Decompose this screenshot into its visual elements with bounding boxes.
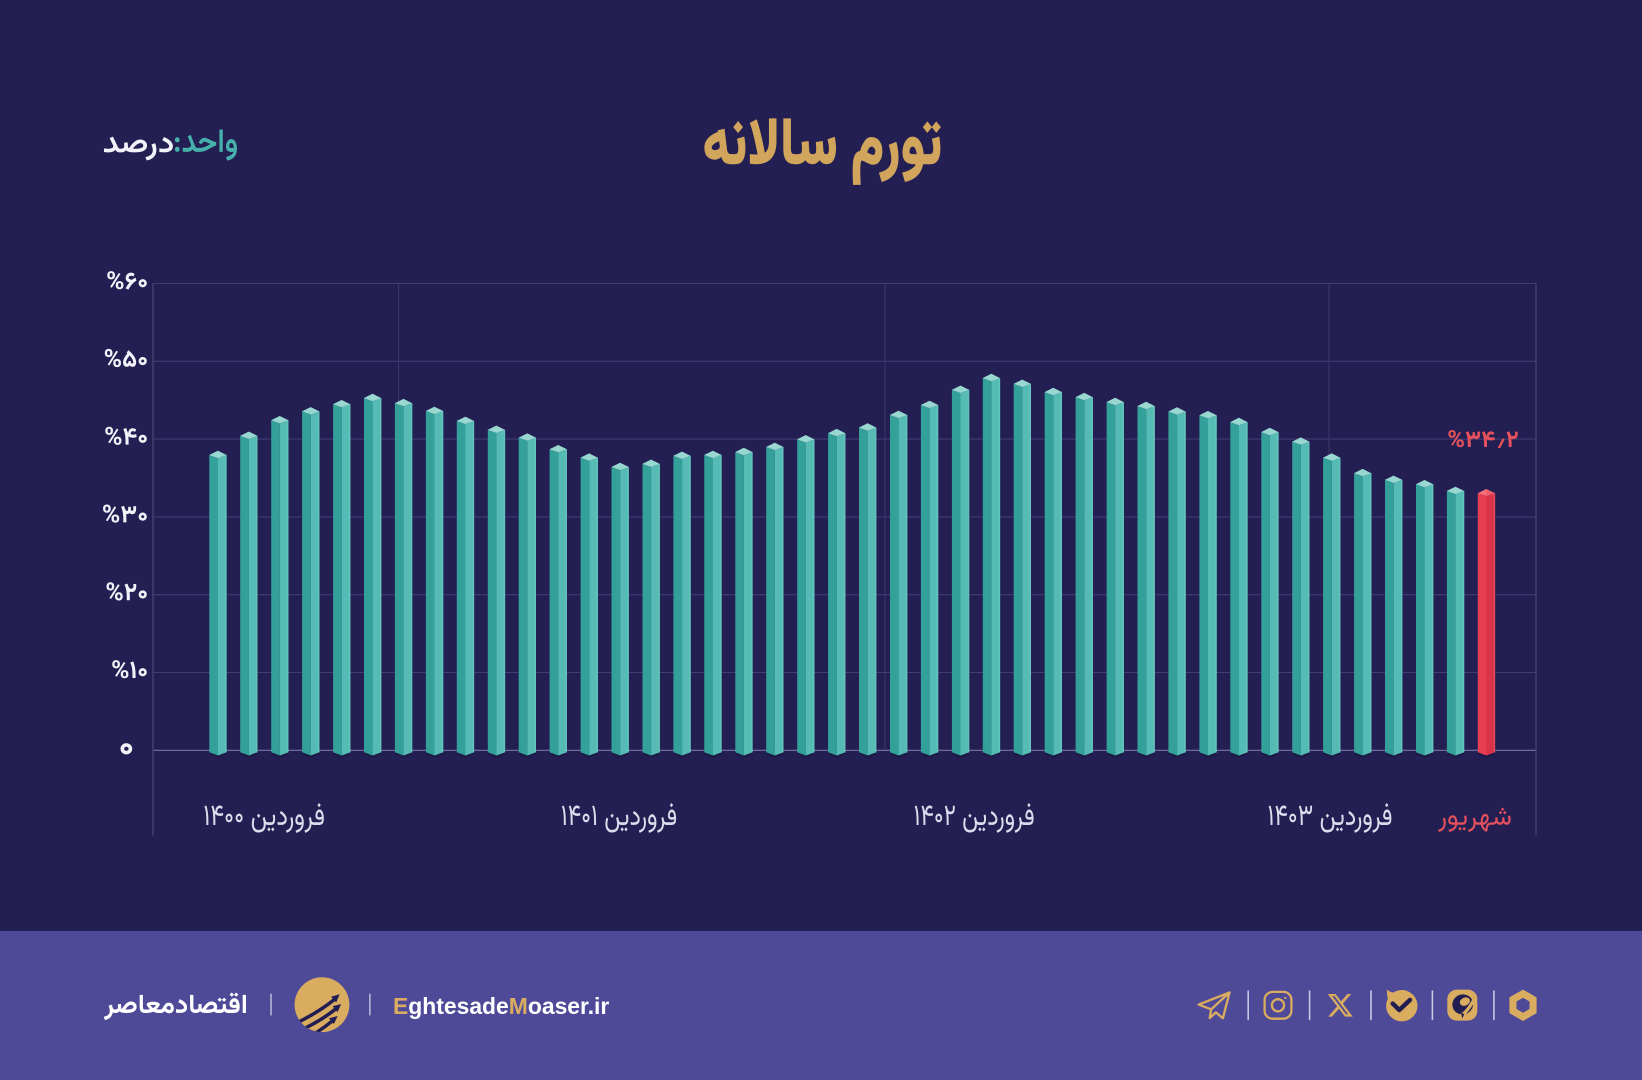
svg-text:EghtesadeMoaser.ir: EghtesadeMoaser.ir <box>393 993 609 1019</box>
